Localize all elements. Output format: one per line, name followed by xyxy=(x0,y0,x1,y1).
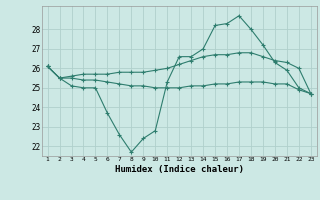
X-axis label: Humidex (Indice chaleur): Humidex (Indice chaleur) xyxy=(115,165,244,174)
